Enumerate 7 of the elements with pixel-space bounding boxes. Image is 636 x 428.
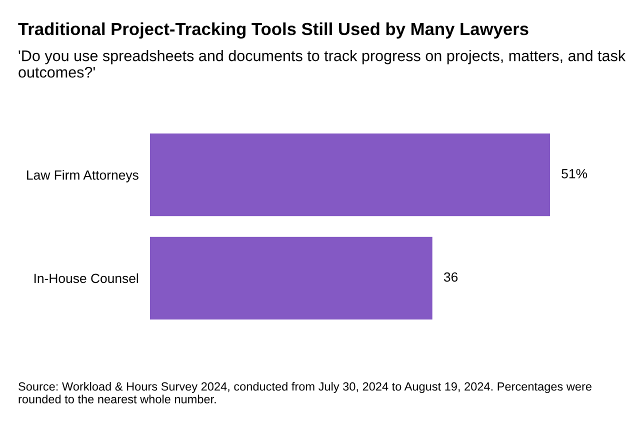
y-tick-label: Law Firm Attorneys [27, 170, 138, 182]
data-label: 51% [562, 169, 588, 178]
source-note: Source: Workload & Hours Survey 2024, conducted from July 30, 2024 to August 19, 2024. Percentages were rounded to the nearest whole number. [18, 382, 592, 404]
chart-subtitle: 'Do you use spreadsheets and documents to track progress on projects, matters, and task outcomes?' [18, 50, 626, 78]
chart-title: Traditional Project-Tracking Tools Still Used by Many Lawyers [18, 22, 528, 39]
data-label: 36 [444, 272, 458, 282]
y-tick-label: In-House Counsel [34, 273, 138, 284]
